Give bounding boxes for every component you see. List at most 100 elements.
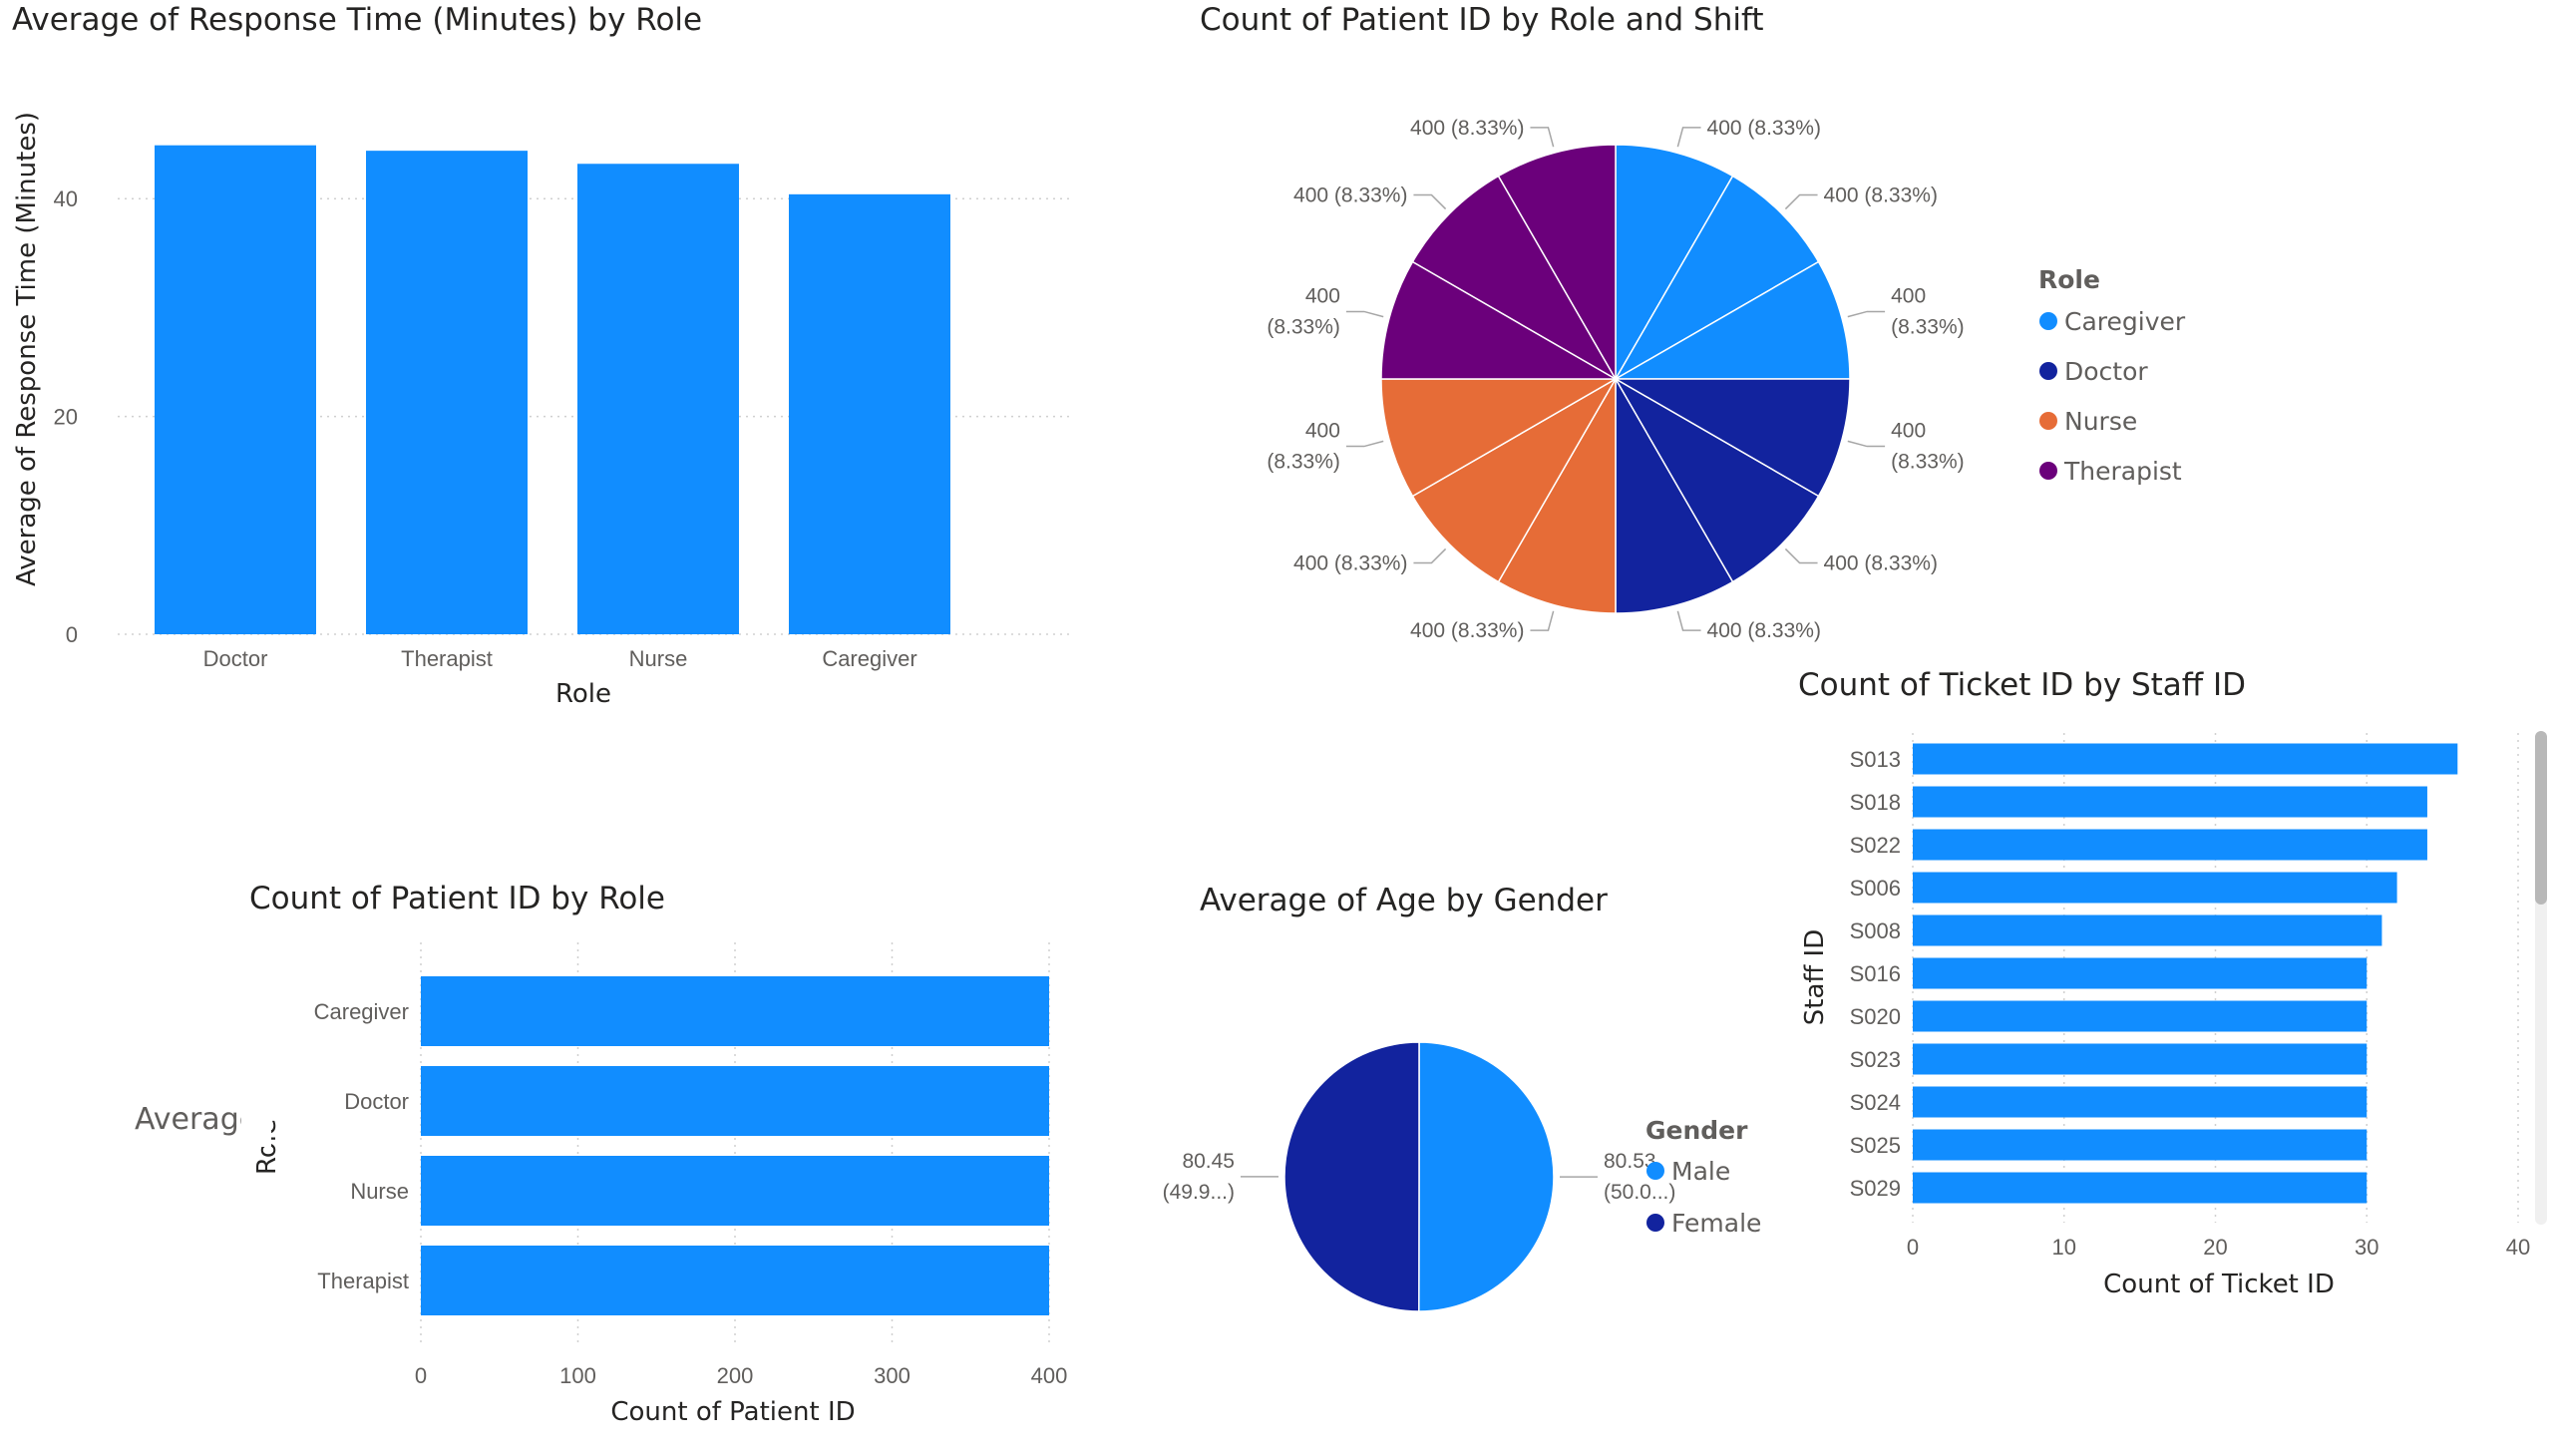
role-shift-slice-caregiver[interactable] [1613, 260, 1851, 380]
role-shift-leader-line [1676, 610, 1701, 631]
response-time-chart-title: Average of Response Time (Minutes) by Ro… [12, 2, 702, 38]
patients-y-ticks: Caregiver Doctor Nurse Therapist [314, 999, 409, 1293]
role-legend-items[interactable]: Caregiver Doctor Nurse Therapist [2039, 307, 2186, 486]
role-shift-slice-therapist[interactable] [1380, 260, 1619, 380]
role-shift-data-label: 400 [1305, 420, 1340, 443]
tickets-bar-s013[interactable] [1913, 743, 2458, 775]
role-shift-slice-caregiver[interactable] [1615, 144, 1734, 382]
tickets-bar-s024[interactable] [1913, 1086, 2368, 1118]
patients-bar-nurse[interactable] [421, 1156, 1049, 1226]
tickets-bar-s006[interactable] [1913, 872, 2397, 904]
role-shift-leader-line [1784, 193, 1818, 210]
tickets-y-tick-label: S029 [1850, 1176, 1901, 1201]
role-shift-data-label: 400 (8.33%) [1824, 183, 1938, 206]
gender-slice-male[interactable] [1418, 1041, 1555, 1312]
role-shift-leader-line [1847, 440, 1886, 448]
role-shift-data-label: 400 (8.33%) [1293, 552, 1407, 575]
response-time-y-tick-label: 20 [54, 405, 78, 430]
role-shift-slice-therapist[interactable] [1411, 175, 1619, 382]
tickets-bar-s018[interactable] [1913, 786, 2427, 818]
tickets-bar-s023[interactable] [1913, 1043, 2368, 1075]
role-shift-slice-caregiver[interactable] [1613, 175, 1820, 382]
role-shift-leader-line [1345, 310, 1384, 318]
patients-by-role-title: Count of Patient ID by Role [249, 881, 665, 916]
response-time-bar-nurse[interactable] [577, 164, 739, 635]
patients-y-tick-label: Doctor [344, 1089, 409, 1114]
response-time-x-tick-label: Nurse [629, 646, 688, 671]
role-legend-title: Role [2038, 265, 2100, 294]
patients-bar-caregiver[interactable] [421, 976, 1049, 1046]
tickets-bar-s008[interactable] [1913, 914, 2382, 946]
role-shift-data-label: (8.33%) [1891, 315, 1965, 338]
gender-legend-item-male[interactable]: Male [1671, 1157, 1730, 1186]
tickets-by-staff-chart[interactable]: Count of Ticket ID by Staff ID S013S018S… [1798, 667, 2547, 1299]
role-shift-slice-doctor[interactable] [1615, 376, 1734, 614]
patients-x-tick-label: 0 [415, 1363, 427, 1388]
tickets-bar-s020[interactable] [1913, 1000, 2368, 1032]
response-time-x-tick-label: Caregiver [822, 646, 916, 671]
role-shift-leader-line [1345, 440, 1384, 448]
role-shift-data-label: (8.33%) [1891, 451, 1965, 474]
tickets-x-tick-label: 10 [2052, 1235, 2076, 1260]
role-shift-slice-nurse[interactable] [1411, 376, 1619, 583]
role-shift-data-label: 400 [1891, 284, 1926, 307]
response-time-y-tick-label: 40 [54, 186, 78, 211]
response-time-bars[interactable] [155, 145, 950, 635]
response-time-chart[interactable]: Average of Response Time (Minutes) by Ro… [12, 2, 1072, 709]
role-shift-slice-doctor[interactable] [1613, 376, 1820, 583]
role-shift-slice-nurse[interactable] [1380, 378, 1619, 498]
role-shift-pie-chart[interactable]: Count of Patient ID by Role and Shift 40… [1200, 2, 2186, 642]
gender-legend-title: Gender [1645, 1116, 1748, 1145]
response-time-x-axis-title: Role [555, 679, 611, 709]
response-time-y-tick-label: 0 [66, 622, 78, 647]
role-legend-item-nurse[interactable]: Nurse [2064, 407, 2137, 436]
response-time-x-tick-label: Doctor [203, 646, 268, 671]
role-shift-slice-doctor[interactable] [1613, 378, 1851, 498]
role-legend-item-doctor[interactable]: Doctor [2064, 357, 2148, 386]
role-legend[interactable]: Role Caregiver Doctor Nurse Therapist [2038, 265, 2186, 486]
tickets-bar-s029[interactable] [1913, 1172, 2368, 1204]
role-shift-slice-therapist[interactable] [1497, 144, 1617, 382]
role-shift-slice-nurse[interactable] [1497, 376, 1617, 614]
tickets-scrollbar-thumb[interactable] [2535, 731, 2547, 905]
role-legend-item-therapist[interactable]: Therapist [2063, 457, 2182, 486]
overflow-axis-text: Average [135, 1102, 257, 1137]
tickets-bar-s022[interactable] [1913, 829, 2427, 861]
response-time-bar-therapist[interactable] [366, 151, 528, 635]
role-shift-pie-slices[interactable] [1380, 144, 1851, 614]
role-legend-item-caregiver[interactable]: Caregiver [2064, 307, 2186, 336]
response-time-bar-doctor[interactable] [155, 145, 316, 634]
gender-slice-female[interactable] [1283, 1041, 1420, 1312]
patients-by-role-chart[interactable]: Count of Patient ID by Role Caregiver Doc… [135, 881, 1067, 1427]
tickets-bar-s016[interactable] [1913, 957, 2368, 989]
tickets-y-axis-title: Staff ID [1800, 929, 1830, 1026]
role-shift-data-label: 400 (8.33%) [1824, 552, 1938, 575]
age-by-gender-chart[interactable]: Average of Age by Gender 80.53(50.0...)8… [1163, 883, 1762, 1312]
response-time-x-ticks: Doctor Therapist Nurse Caregiver [203, 646, 917, 671]
response-time-bar-caregiver[interactable] [789, 193, 950, 634]
tickets-y-tick-label: S020 [1850, 1004, 1901, 1029]
gender-data-label: 80.45 [1182, 1150, 1235, 1173]
gender-legend[interactable]: Gender Male Female [1645, 1116, 1761, 1238]
role-shift-data-label: 400 (8.33%) [1293, 183, 1407, 206]
gender-pie-slices[interactable] [1283, 1041, 1555, 1312]
tickets-y-tick-label: S023 [1850, 1047, 1901, 1072]
tickets-bar-s025[interactable] [1913, 1129, 2368, 1161]
gender-legend-marker [1646, 1162, 1664, 1180]
tickets-bars[interactable] [1913, 743, 2458, 1204]
tickets-y-tick-label: S013 [1850, 747, 1901, 772]
tickets-y-tick-label: S025 [1850, 1133, 1901, 1158]
tickets-y-tick-label: S006 [1850, 876, 1901, 901]
gender-data-label: 80.53 [1604, 1150, 1656, 1173]
tickets-y-ticks: S013 S018 S022 S006 S008 S016 S020 S023 S024 S025… [1850, 747, 1901, 1201]
tickets-y-tick-label: S024 [1850, 1090, 1901, 1115]
tickets-by-staff-title: Count of Ticket ID by Staff ID [1798, 667, 2246, 703]
patients-bar-therapist[interactable] [421, 1246, 1049, 1315]
patients-bar-doctor[interactable] [421, 1066, 1049, 1136]
gender-legend-item-female[interactable]: Female [1671, 1209, 1761, 1238]
tickets-y-tick-label: S022 [1850, 833, 1901, 858]
patients-bars[interactable] [421, 976, 1049, 1315]
gender-legend-items[interactable]: Male Female [1646, 1157, 1761, 1238]
role-shift-data-label: 400 (8.33%) [1410, 117, 1524, 140]
